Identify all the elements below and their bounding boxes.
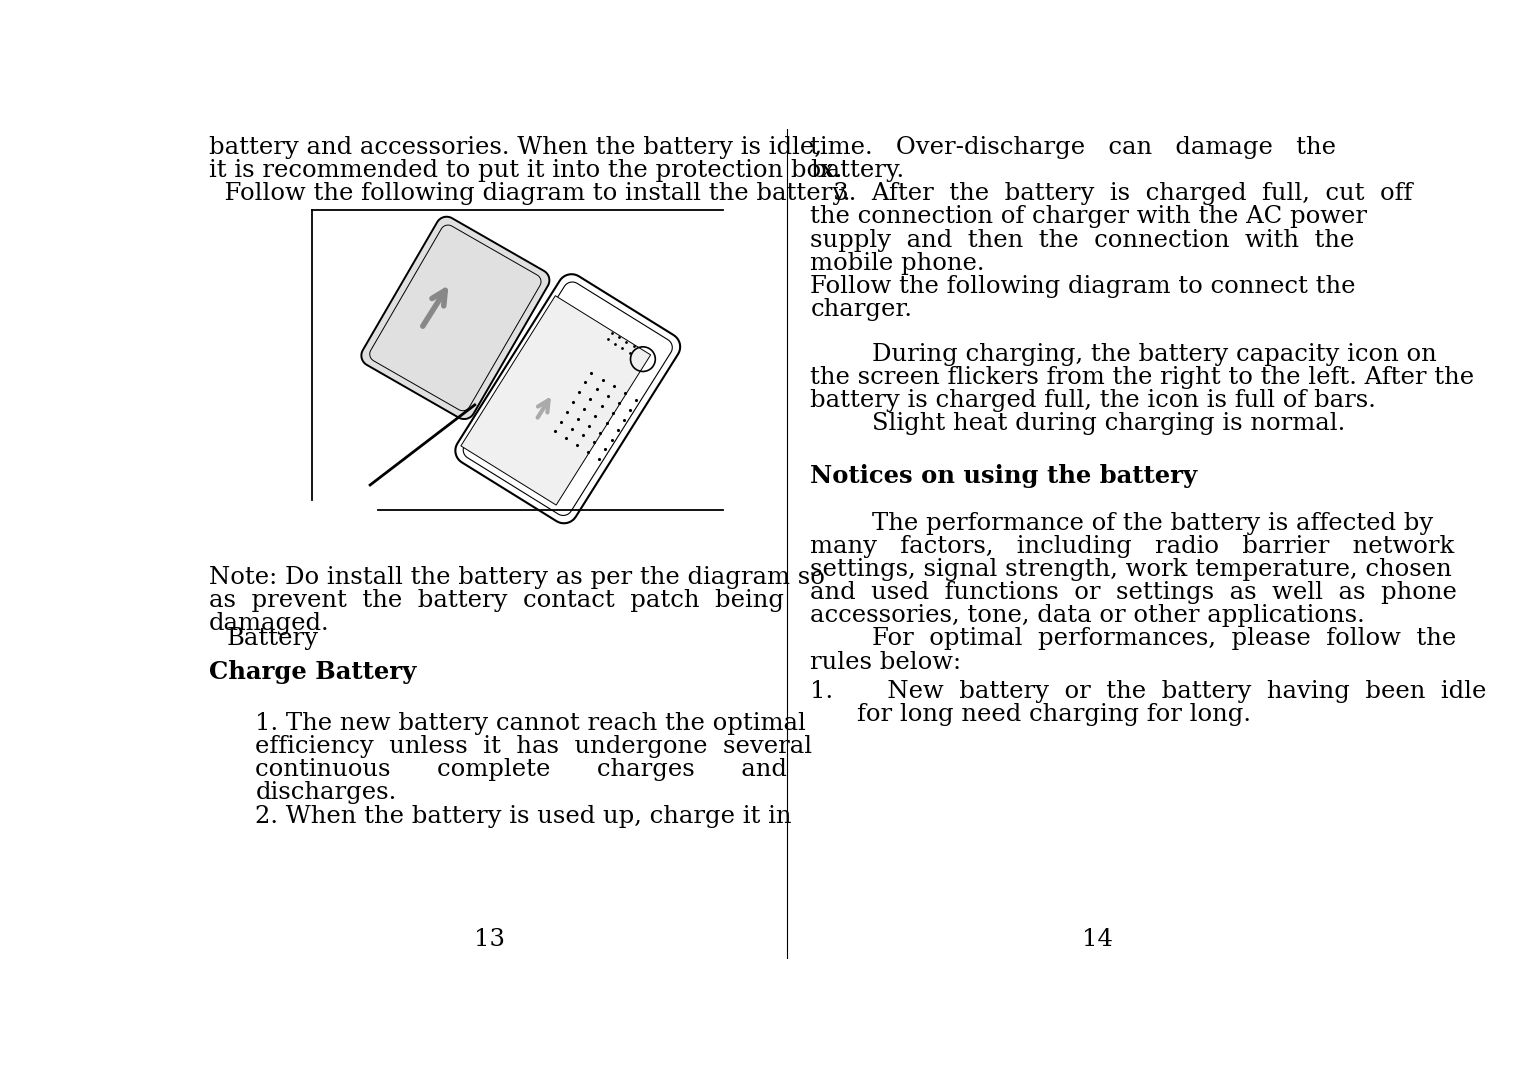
Text: many   factors,   including   radio   barrier   network: many factors, including radio barrier ne… [810, 535, 1455, 558]
Text: charger.: charger. [810, 298, 912, 321]
Text: settings, signal strength, work temperature, chosen: settings, signal strength, work temperat… [810, 558, 1452, 582]
Text: mobile phone.: mobile phone. [810, 252, 985, 275]
Text: Battery: Battery [227, 628, 319, 651]
Text: Follow the following diagram to install the battery.: Follow the following diagram to install … [209, 182, 850, 206]
Text: as  prevent  the  battery  contact  patch  being: as prevent the battery contact patch bei… [209, 589, 784, 612]
Text: rules below:: rules below: [810, 651, 961, 673]
Text: efficiency  unless  it  has  undergone  several: efficiency unless it has undergone sever… [255, 736, 812, 758]
Text: supply  and  then  the  connection  with  the: supply and then the connection with the [810, 228, 1355, 252]
Polygon shape [361, 216, 550, 419]
Text: battery and accessories. When the battery is idle,: battery and accessories. When the batter… [209, 136, 821, 159]
Text: time.   Over-discharge   can   damage   the: time. Over-discharge can damage the [810, 136, 1337, 159]
Text: damaged.: damaged. [209, 612, 330, 635]
Text: battery.: battery. [810, 159, 904, 182]
Text: it is recommended to put it into the protection box.: it is recommended to put it into the pro… [209, 159, 843, 182]
Text: battery is charged full, the icon is full of bars.: battery is charged full, the icon is ful… [810, 389, 1377, 411]
Text: 2. When the battery is used up, charge it in: 2. When the battery is used up, charge i… [255, 805, 792, 827]
Text: the screen flickers from the right to the left. After the: the screen flickers from the right to th… [810, 365, 1475, 389]
Text: for long need charging for long.: for long need charging for long. [857, 703, 1251, 726]
Text: and  used  functions  or  settings  as  well  as  phone: and used functions or settings as well a… [810, 582, 1457, 604]
Polygon shape [456, 275, 680, 523]
Text: accessories, tone, data or other applications.: accessories, tone, data or other applica… [810, 604, 1365, 627]
Text: Follow the following diagram to connect the: Follow the following diagram to connect … [810, 275, 1355, 297]
Text: 1.       New  battery  or  the  battery  having  been  idle: 1. New battery or the battery having bee… [810, 680, 1487, 703]
Text: 3.  After  the  battery  is  charged  full,  cut  off: 3. After the battery is charged full, cu… [810, 182, 1412, 206]
Text: discharges.: discharges. [255, 782, 396, 805]
Text: continuous      complete      charges      and: continuous complete charges and [255, 758, 787, 781]
Text: 1. The new battery cannot reach the optimal: 1. The new battery cannot reach the opti… [255, 712, 806, 736]
Polygon shape [460, 296, 651, 505]
Text: Notices on using the battery: Notices on using the battery [810, 464, 1197, 488]
Text: Slight heat during charging is normal.: Slight heat during charging is normal. [810, 411, 1346, 435]
Text: 13: 13 [474, 927, 505, 951]
Text: 14: 14 [1082, 927, 1113, 951]
Text: For  optimal  performances,  please  follow  the: For optimal performances, please follow … [810, 628, 1457, 651]
Text: the connection of charger with the AC power: the connection of charger with the AC po… [810, 206, 1368, 228]
Text: Charge Battery: Charge Battery [209, 660, 416, 684]
Text: The performance of the battery is affected by: The performance of the battery is affect… [810, 512, 1434, 535]
Text: During charging, the battery capacity icon on: During charging, the battery capacity ic… [810, 342, 1437, 365]
Text: Note: Do install the battery as per the diagram so: Note: Do install the battery as per the … [209, 565, 824, 589]
